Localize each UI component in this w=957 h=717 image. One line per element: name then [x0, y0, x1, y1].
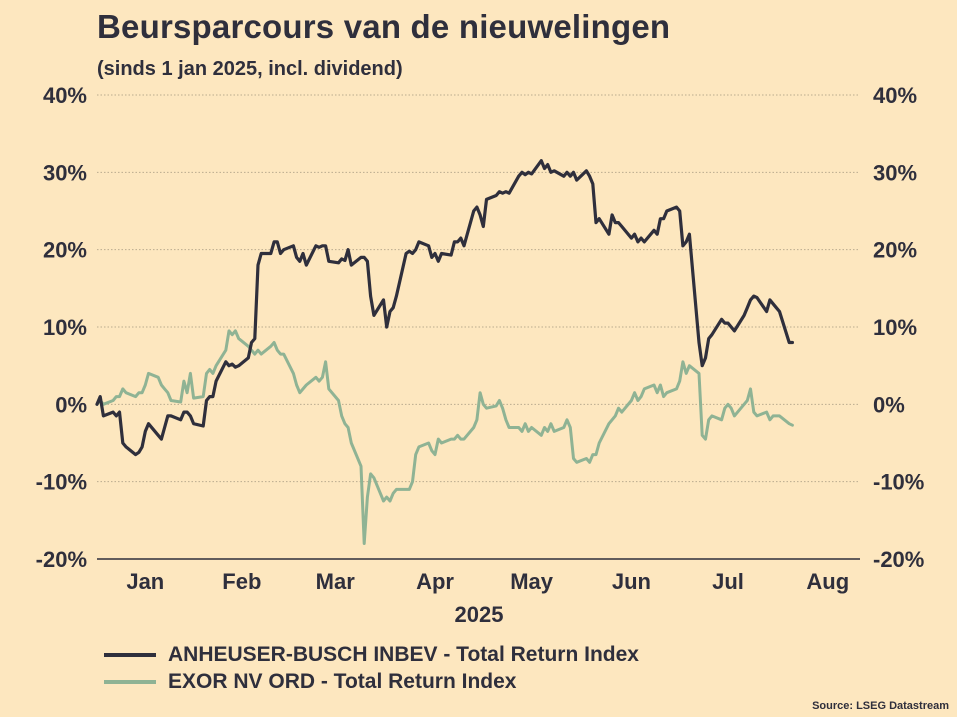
y-tick-label-left: 20%: [43, 238, 87, 263]
y-tick-label-right: -10%: [873, 470, 924, 495]
legend-item-exor: EXOR NV ORD - Total Return Index: [104, 670, 516, 694]
y-tick-label-right: 30%: [873, 160, 917, 185]
gridlines: [97, 94, 860, 483]
x-tick-label: Jun: [612, 569, 651, 594]
y-tick-label-left: 0%: [55, 392, 87, 417]
series-line-abi: [95, 159, 794, 457]
y-tick-label-right: 10%: [873, 315, 917, 340]
series-line-exor: [95, 329, 794, 545]
legend-label-exor: EXOR NV ORD - Total Return Index: [168, 670, 517, 693]
x-axis: Jan Feb Mar Apr May Jun Jul Aug 2025: [126, 569, 849, 627]
source-note: Source: LSEG Datastream: [812, 700, 949, 712]
series-lines: [95, 159, 794, 545]
x-tick-label: Jul: [712, 569, 744, 594]
x-tick-label: Apr: [416, 569, 454, 594]
y-tick-label-left: 40%: [43, 83, 87, 108]
chart-title: Beursparcours van de nieuwelingen: [97, 8, 671, 45]
x-tick-label: Aug: [806, 569, 849, 594]
x-tick-label: Mar: [316, 569, 356, 594]
y-tick-label-right: 40%: [873, 83, 917, 108]
legend-label-abi: ANHEUSER-BUSCH INBEV - Total Return Inde…: [168, 643, 639, 666]
x-tick-label: May: [510, 569, 554, 594]
y-tick-label-left: -10%: [36, 470, 87, 495]
y-tick-label-right: -20%: [873, 547, 924, 572]
y-axis-right: 40% 30% 20% 10% 0% -10% -20%: [873, 83, 924, 572]
chart-subtitle: (sinds 1 jan 2025, incl. dividend): [97, 58, 403, 80]
x-tick-label: Jan: [126, 569, 164, 594]
x-axis-title: 2025: [455, 602, 504, 627]
y-tick-label-left: -20%: [36, 547, 87, 572]
y-axis-left: 40% 30% 20% 10% 0% -10% -20%: [36, 83, 87, 572]
legend-item-abi: ANHEUSER-BUSCH INBEV - Total Return Inde…: [104, 643, 639, 667]
y-tick-label-left: 30%: [43, 160, 87, 185]
y-tick-label-right: 20%: [873, 238, 917, 263]
y-tick-label-right: 0%: [873, 392, 905, 417]
legend-swatch-exor: [104, 680, 156, 684]
legend-swatch-abi: [104, 653, 156, 657]
x-tick-label: Feb: [222, 569, 261, 594]
y-tick-label-left: 10%: [43, 315, 87, 340]
